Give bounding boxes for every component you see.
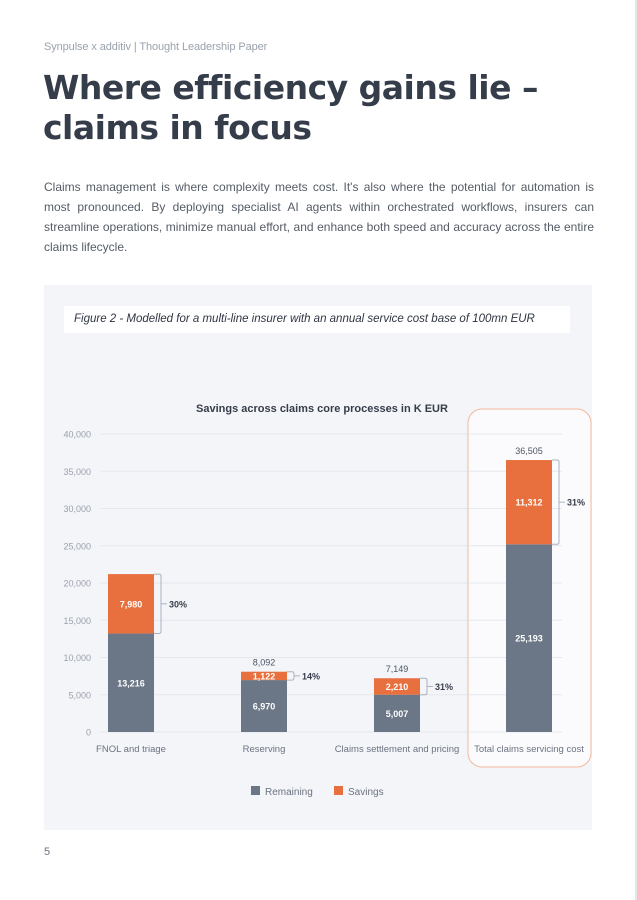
legend-swatch-remaining xyxy=(251,786,260,795)
legend-label-remaining: Remaining xyxy=(265,787,313,798)
bar-label-savings: 7,980 xyxy=(120,599,143,609)
bars xyxy=(108,460,552,732)
bar-total-label: 8,092 xyxy=(253,658,276,668)
y-tick-label: 30,000 xyxy=(63,504,91,514)
legend: Remaining Savings xyxy=(251,786,384,798)
x-category-label: Reserving xyxy=(243,744,286,755)
y-tick-label: 5,000 xyxy=(68,690,91,700)
bar-remaining xyxy=(506,544,552,732)
figure-caption: Figure 2 - Modelled for a multi-line ins… xyxy=(64,306,570,333)
x-category-label: Claims settlement and pricing xyxy=(335,744,460,755)
bar-label-savings: 11,312 xyxy=(515,498,542,508)
bar-remaining xyxy=(241,680,287,732)
y-tick-label: 25,000 xyxy=(63,541,91,551)
y-tick-label: 15,000 xyxy=(63,616,91,626)
chart-title: Savings across claims core processes in … xyxy=(196,403,448,415)
savings-percent-label: 31% xyxy=(435,682,453,692)
page-edge xyxy=(635,0,637,900)
savings-percent-label: 31% xyxy=(567,498,585,508)
bar-label-savings: 1,122 xyxy=(253,671,276,681)
page-number: 5 xyxy=(44,846,51,858)
bar-label-savings: 2,210 xyxy=(386,682,409,692)
bar-label-remaining: 25,193 xyxy=(515,634,543,644)
legend-swatch-savings xyxy=(334,786,343,795)
bar-remaining xyxy=(108,633,154,732)
y-tick-label: 35,000 xyxy=(63,467,91,477)
legend-label-savings: Savings xyxy=(348,787,384,798)
y-axis: 0 5,000 10,000 15,000 20,000 25,000 30,000 35,0… xyxy=(63,430,91,738)
running-header: Synpulse x additiv | Thought Leadership … xyxy=(44,41,268,53)
labels: 13,216 7,980 30% FNOL and triage 6,970 1,122 8… xyxy=(96,446,585,755)
bar-label-remaining: 13,216 xyxy=(117,678,145,688)
bar-savings xyxy=(374,678,420,695)
bar-total-label: 7,149 xyxy=(386,664,409,674)
bar-savings xyxy=(241,671,287,681)
intro-paragraph: Claims management is where complexity me… xyxy=(44,180,594,254)
x-category-label: Total claims servicing cost xyxy=(474,744,584,755)
savings-bracket xyxy=(420,677,428,696)
bar-label-remaining: 5,007 xyxy=(386,709,409,719)
savings-bracket xyxy=(287,671,295,681)
y-tick-label: 10,000 xyxy=(63,653,91,663)
bar-savings xyxy=(108,574,154,634)
savings-percent-label: 30% xyxy=(169,599,187,609)
y-tick-label: 40,000 xyxy=(63,430,91,440)
bar-remaining xyxy=(374,694,420,732)
savings-percent-label: 14% xyxy=(302,671,320,681)
x-category-label: FNOL and triage xyxy=(96,744,166,755)
bar-total-label: 36,505 xyxy=(515,446,543,456)
y-tick-label: 20,000 xyxy=(63,579,91,589)
bar-label-remaining: 6,970 xyxy=(253,702,276,712)
page-title: Where efficiency gains lie – claims in f… xyxy=(43,68,538,147)
bar-savings xyxy=(506,460,552,545)
y-tick-label: 0 xyxy=(86,728,91,738)
